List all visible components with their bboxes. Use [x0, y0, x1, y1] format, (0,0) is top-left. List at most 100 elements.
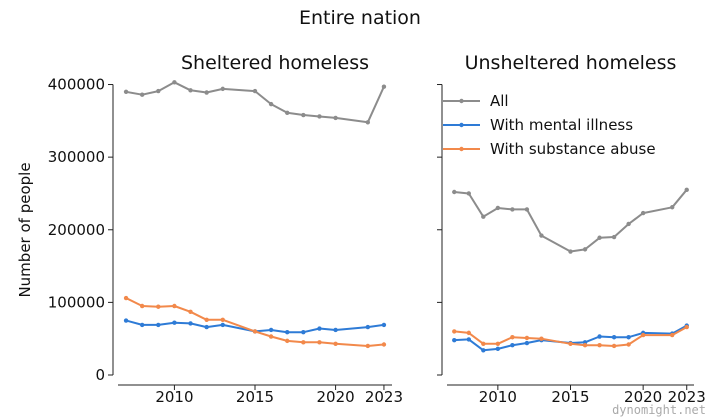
data-point [333, 327, 338, 333]
data-point [481, 348, 486, 353]
x-tick-label: 2023 [365, 388, 403, 406]
data-point [365, 343, 371, 349]
data-point [626, 342, 631, 347]
data-point [123, 318, 129, 323]
data-point [268, 101, 274, 107]
series-all [452, 187, 689, 254]
data-point [156, 88, 161, 94]
panel-2: Unsheltered homeless 2010 2015 2020 2023 [437, 52, 706, 406]
data-point [381, 342, 387, 347]
data-point [381, 84, 387, 89]
data-point [139, 92, 145, 97]
data-point [123, 295, 129, 301]
x-tick-label: 2020 [316, 388, 354, 406]
series-all [123, 80, 387, 125]
data-point [188, 88, 193, 93]
data-point [539, 233, 544, 238]
data-point [381, 322, 387, 328]
data-point [510, 335, 515, 340]
data-point [510, 343, 515, 348]
chart-title: Entire nation [299, 7, 421, 29]
data-point [268, 327, 274, 333]
data-point [204, 317, 209, 323]
data-point [611, 343, 617, 349]
data-point [301, 340, 306, 345]
y-tick-label: 200000 [48, 221, 105, 239]
data-point [365, 120, 371, 125]
data-point [317, 340, 322, 345]
data-point [466, 330, 471, 336]
series-line [125, 297, 384, 347]
data-point [524, 207, 530, 212]
data-point [188, 309, 193, 315]
data-point [204, 90, 209, 95]
series-substance [123, 295, 387, 349]
legend-marker [459, 122, 464, 128]
data-point [684, 187, 689, 193]
legend-label: With substance abuse [490, 140, 656, 158]
data-point [670, 205, 675, 210]
series-mental [452, 323, 689, 353]
data-point [333, 341, 338, 346]
data-point [626, 221, 631, 227]
x-tick-label: 2015 [551, 388, 589, 406]
data-point [582, 247, 588, 252]
y-tick-label: 300000 [48, 148, 105, 166]
data-point [495, 346, 501, 352]
data-point [452, 189, 457, 195]
series-line [454, 324, 688, 352]
data-point [640, 210, 646, 216]
chart-panels: Sheltered homeless 2010 2015 2020 2023 0 10000… [48, 52, 706, 406]
data-point [220, 317, 225, 323]
data-point [156, 304, 161, 309]
data-point [123, 89, 129, 94]
data-point [524, 340, 530, 346]
panel-title: Sheltered homeless [181, 52, 369, 74]
x-tick-label: 2010 [155, 388, 193, 406]
data-point [452, 337, 457, 343]
watermark: dynomight.net [612, 403, 706, 417]
data-point [285, 329, 290, 335]
data-point [510, 207, 515, 212]
data-point [301, 112, 306, 118]
data-point [539, 336, 544, 341]
data-point [524, 335, 530, 341]
data-point [597, 343, 602, 348]
data-point [172, 320, 177, 325]
data-point [317, 326, 322, 331]
data-point [597, 235, 602, 240]
data-point [568, 249, 573, 254]
data-point [611, 234, 617, 240]
x-tick-label: 2015 [236, 388, 274, 406]
y-tick-label: 0 [95, 366, 105, 384]
data-point [670, 332, 675, 338]
data-point [285, 110, 290, 116]
panel-title: Unsheltered homeless [465, 52, 677, 74]
data-point [452, 329, 457, 334]
panel-1: Sheltered homeless 2010 2015 2020 2023 0 10000… [48, 52, 403, 406]
data-point [188, 321, 193, 326]
data-point [481, 341, 486, 346]
legend-marker [459, 98, 464, 104]
data-point [466, 337, 471, 342]
data-point [495, 205, 501, 211]
legend-label: All [490, 92, 509, 110]
data-point [582, 343, 588, 348]
y-tick-label: 100000 [48, 293, 105, 311]
data-point [597, 334, 602, 339]
legend-label: With mental illness [490, 116, 633, 134]
series-line [125, 81, 385, 124]
series-line [454, 189, 688, 253]
data-point [626, 335, 631, 340]
legend-marker [459, 146, 464, 152]
data-point [317, 114, 322, 119]
x-tick-label: 2020 [624, 388, 662, 406]
data-point [611, 335, 617, 340]
data-point [172, 303, 177, 309]
y-tick-label: 400000 [48, 76, 105, 94]
x-tick-label: 2010 [479, 388, 517, 406]
data-point [252, 88, 258, 94]
data-point [220, 86, 225, 92]
legend: All With mental illness With substance abu… [443, 92, 656, 158]
